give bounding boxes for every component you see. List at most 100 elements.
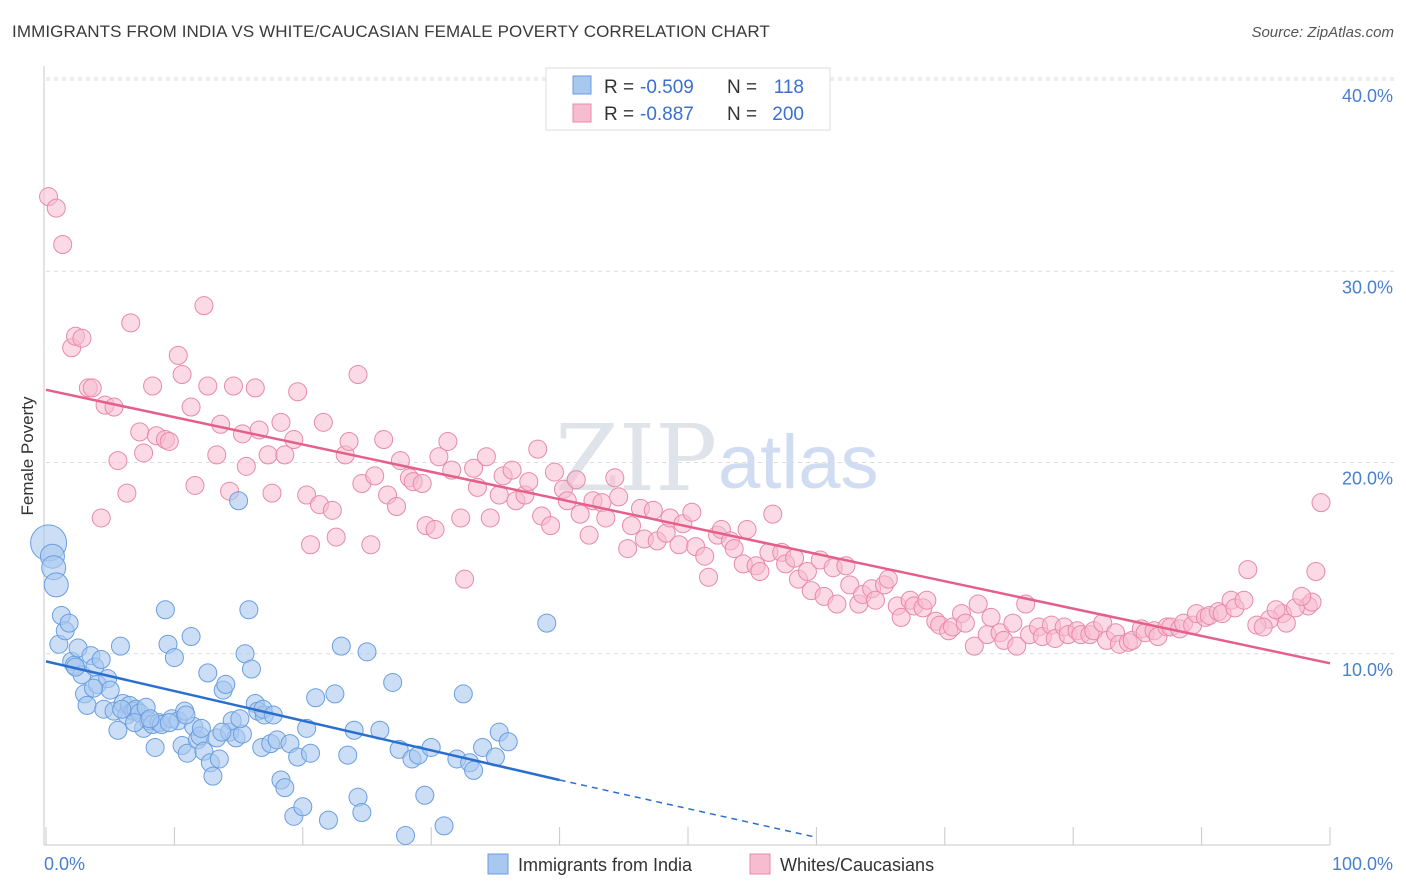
point-india-78 xyxy=(301,743,321,763)
point-white-118 xyxy=(797,562,817,582)
point-india-63 xyxy=(239,600,259,620)
point-india-108 xyxy=(112,699,132,719)
point-white-75 xyxy=(519,472,539,492)
point-white-58 xyxy=(412,474,432,494)
point-india-91 xyxy=(396,825,416,845)
point-india-52 xyxy=(203,766,223,786)
point-india-13 xyxy=(77,695,97,715)
point-india-80 xyxy=(318,810,338,830)
point-india-64 xyxy=(241,659,261,679)
point-white-21 xyxy=(172,365,192,385)
correlation-legend: R = -0.509 N = 118 R = -0.887 N = 200 xyxy=(545,67,831,131)
point-india-87 xyxy=(357,642,377,662)
point-white-133 xyxy=(891,607,911,627)
point-white-196 xyxy=(1311,493,1331,513)
point-india-79 xyxy=(306,688,326,708)
watermark: ZIP atlas xyxy=(555,405,879,512)
point-india-82 xyxy=(331,636,351,656)
point-white-36 xyxy=(271,412,291,432)
point-white-14 xyxy=(130,422,150,442)
point-white-27 xyxy=(211,414,231,434)
y-axis-label: Female Poverty xyxy=(18,396,37,516)
point-white-113 xyxy=(763,504,783,524)
y-tick-labels: 10.0% 20.0% 30.0% 40.0% xyxy=(1342,86,1393,680)
point-white-5 xyxy=(72,328,92,348)
point-white-150 xyxy=(1003,613,1023,633)
y-tick-label-1: 20.0% xyxy=(1342,469,1393,489)
point-white-129 xyxy=(865,590,885,610)
point-white-82 xyxy=(566,470,586,490)
point-india-22 xyxy=(108,720,128,740)
point-white-66 xyxy=(464,458,484,478)
point-white-198 xyxy=(1266,600,1286,620)
source-credit: Source: ZipAtlas.com xyxy=(1251,24,1394,41)
point-white-31 xyxy=(236,456,256,476)
point-india-83 xyxy=(338,745,358,765)
point-white-91 xyxy=(622,516,642,536)
point-white-50 xyxy=(361,535,381,555)
point-india-40 xyxy=(164,648,184,668)
point-india-20 xyxy=(100,680,120,700)
point-white-54 xyxy=(387,496,407,516)
point-white-125 xyxy=(840,575,860,595)
point-white-90 xyxy=(618,539,638,559)
legend-swatch-white xyxy=(572,103,592,123)
point-white-15 xyxy=(134,443,154,463)
y-tick-label-0: 10.0% xyxy=(1342,660,1393,680)
point-india-110 xyxy=(140,709,160,729)
bottom-legend-swatch-white xyxy=(749,853,771,875)
watermark-atlas: atlas xyxy=(718,420,879,505)
chart-title: IMMIGRANTS FROM INDIA VS WHITE/CAUCASIAN… xyxy=(12,22,770,41)
trendline-white xyxy=(45,388,1331,665)
point-white-69 xyxy=(480,508,500,528)
point-india-7 xyxy=(59,613,79,633)
grid-lines xyxy=(46,77,1395,655)
point-white-26 xyxy=(207,445,227,465)
point-white-60 xyxy=(425,519,445,539)
point-white-20 xyxy=(168,345,188,365)
point-white-7 xyxy=(82,378,102,398)
point-india-72 xyxy=(275,778,295,798)
point-white-61 xyxy=(429,447,449,467)
point-white-2 xyxy=(53,234,73,254)
legend-n-label-white: N = xyxy=(727,104,757,125)
point-white-35 xyxy=(262,483,282,503)
y-tick-label-2: 30.0% xyxy=(1342,277,1393,297)
x-tick-labels: 0.0% 100.0% xyxy=(44,854,1393,874)
series-legend: Immigrants from India Whites/Caucasians xyxy=(487,853,934,875)
x-tick-label-1: 100.0% xyxy=(1332,854,1393,874)
point-white-88 xyxy=(605,468,625,488)
point-white-102 xyxy=(695,546,715,566)
point-white-34 xyxy=(258,445,278,465)
point-white-45 xyxy=(326,527,346,547)
point-india-94 xyxy=(415,785,435,805)
point-white-29 xyxy=(223,376,243,396)
point-india-107 xyxy=(84,678,104,698)
point-white-52 xyxy=(374,430,394,450)
point-india-113 xyxy=(191,718,211,738)
point-white-38 xyxy=(284,430,304,450)
point-india-105 xyxy=(537,613,557,633)
point-white-131 xyxy=(878,569,898,589)
point-white-144 xyxy=(964,636,984,656)
point-white-186 xyxy=(1234,590,1254,610)
point-white-123 xyxy=(827,594,847,614)
trendline-india xyxy=(45,660,560,782)
point-white-84 xyxy=(579,525,599,545)
point-white-62 xyxy=(438,431,458,451)
point-white-111 xyxy=(750,562,770,582)
point-white-19 xyxy=(159,431,179,451)
point-india-54 xyxy=(209,749,229,769)
point-white-89 xyxy=(609,487,629,507)
point-white-147 xyxy=(981,607,1001,627)
point-white-103 xyxy=(699,567,719,587)
point-india-100 xyxy=(464,760,484,780)
point-white-145 xyxy=(968,594,988,614)
legend-n-value-white: 200 xyxy=(772,104,804,125)
point-white-195 xyxy=(1292,586,1312,606)
legend-r-label-india: R = xyxy=(604,77,634,98)
point-india-112 xyxy=(176,705,196,725)
point-white-109 xyxy=(737,519,757,539)
point-white-25 xyxy=(198,376,218,396)
